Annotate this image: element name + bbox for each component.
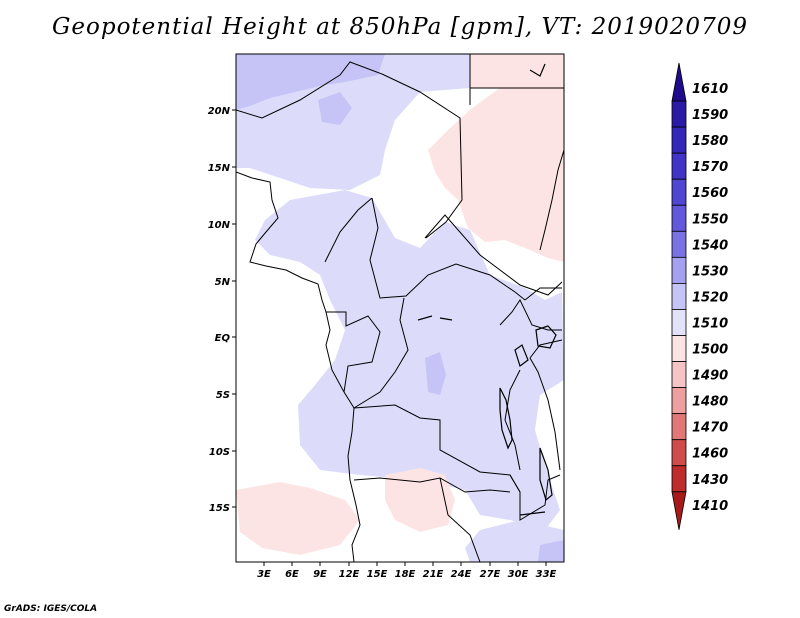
lon-label: 15E	[367, 569, 388, 580]
lat-label: EQ	[215, 333, 231, 344]
coast-sinai	[529, 63, 546, 77]
latitude-ticks	[232, 109, 236, 508]
field-south-pink	[385, 468, 455, 532]
colorbar-label: 1550	[692, 212, 728, 227]
colorbar-swatch	[671, 413, 687, 441]
field-central-blue	[255, 190, 564, 530]
colorbar-swatch	[671, 361, 687, 388]
colorbar-label: 1540	[692, 238, 728, 253]
lat-label: 5N	[215, 277, 231, 288]
border-congo-drc	[353, 297, 409, 409]
colorbar-swatch	[671, 62, 687, 102]
map-frame	[235, 53, 565, 563]
lake-tanganyika	[504, 369, 521, 471]
colorbar-label: 1470	[692, 421, 728, 436]
colorbar-swatch	[671, 100, 687, 128]
colorbar-swatch	[671, 126, 687, 154]
chart-title: Geopotential Height at 850hPa [gpm], VT:…	[52, 14, 748, 40]
field-patch-1	[318, 92, 352, 125]
colorbar-label: 1570	[692, 160, 728, 175]
lake-kariba	[519, 511, 546, 516]
border-central-2	[324, 197, 373, 263]
colorbar-label: 1480	[692, 395, 728, 410]
colorbar-swatch	[671, 335, 687, 362]
field-patch-2	[425, 352, 446, 395]
border-central-1	[369, 197, 526, 301]
colorbar-swatch	[671, 204, 687, 232]
lat-label: 5S	[216, 390, 230, 401]
colorbar-swatch	[671, 178, 687, 206]
colorbar-swatch	[671, 152, 687, 180]
lon-label: 12E	[339, 569, 360, 580]
grads-credit: GrADS: IGES/COLA	[4, 604, 98, 614]
lon-label: 18E	[395, 569, 416, 580]
colorbar-swatch	[671, 230, 687, 258]
lat-label: 15N	[208, 163, 231, 174]
lat-label: 20N	[208, 106, 231, 117]
colorbar-swatch	[671, 282, 687, 310]
lat-label: 15S	[209, 503, 230, 514]
colorbar-label: 1560	[692, 186, 728, 201]
colorbar-swatch	[671, 387, 687, 415]
colorbar-label: 1460	[692, 447, 728, 462]
colorbar-label: 1580	[692, 134, 728, 149]
border-angola-drc	[353, 404, 521, 493]
longitude-labels: 3E 6E 9E 12E 15E 18E 21E 24E 27E 30E 33E	[257, 569, 556, 580]
border-botswana	[439, 477, 481, 562]
colorbar-label: 1610	[692, 82, 728, 97]
colorbar-label: 1590	[692, 108, 728, 123]
height-field-1530	[236, 54, 564, 562]
field-southwest-pink	[236, 482, 360, 555]
colorbar-label: 1510	[692, 316, 728, 331]
colorbar-label: 1520	[692, 290, 728, 305]
lon-label: 30E	[508, 569, 529, 580]
field-northeast-pink	[428, 54, 564, 262]
lon-label: 27E	[480, 569, 501, 580]
colorbar-swatch	[671, 491, 687, 530]
border-kenya	[524, 287, 562, 301]
lake-dash-2	[439, 317, 453, 321]
lake-victoria	[535, 325, 557, 349]
lat-label: 10N	[208, 220, 231, 231]
lake-kivu	[514, 344, 529, 367]
colorbar-label: 1500	[692, 343, 728, 358]
colorbar-label: 1410	[692, 499, 728, 514]
lake-dash-1	[417, 315, 433, 321]
colorbar-swatch	[671, 256, 687, 284]
lakes	[417, 63, 557, 516]
lake-malawi	[539, 447, 553, 502]
latitude-labels: 20N 15N 10N 5N EQ 5S 10S 15S	[208, 106, 231, 514]
map-plot-area	[236, 54, 564, 562]
lon-label: 9E	[313, 569, 327, 580]
border-tanzania	[529, 339, 563, 471]
lake-shape-1	[499, 387, 513, 450]
colorbar-label: 1490	[692, 369, 728, 384]
colorbar-label: 1530	[692, 264, 728, 279]
field-patch-3	[538, 540, 564, 562]
border-gabon-congo	[326, 311, 381, 393]
height-field-1500	[236, 54, 564, 555]
lat-label: 10S	[209, 447, 230, 458]
colorbar-swatch	[671, 465, 687, 493]
lon-label: 3E	[257, 569, 271, 580]
border-east-lakes	[499, 298, 562, 331]
border-sudan-ethiopia	[539, 149, 564, 251]
border-central-3	[424, 214, 563, 296]
lon-label: 21E	[423, 569, 444, 580]
colorbar-label: 1430	[692, 473, 728, 488]
lon-label: 24E	[451, 569, 472, 580]
lon-label: 6E	[285, 569, 299, 580]
longitude-ticks	[263, 562, 547, 566]
map-borders	[236, 54, 564, 562]
field-north-dark	[236, 54, 385, 110]
colorbar: 1610 1590 1580 1570 1560 1550 1540 1530 1520 1510…	[671, 62, 728, 530]
coastline-west	[236, 171, 361, 562]
border-north	[236, 61, 463, 239]
colorbar-swatch	[671, 309, 687, 336]
lon-label: 33E	[536, 569, 557, 580]
colorbar-swatch	[671, 439, 687, 467]
